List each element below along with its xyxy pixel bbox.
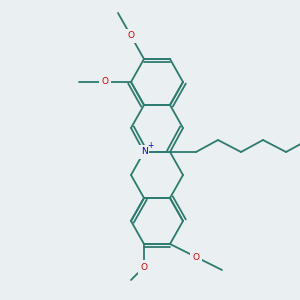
Text: O: O [140, 262, 148, 272]
Text: +: + [147, 142, 153, 151]
Text: O: O [128, 32, 134, 40]
Text: N: N [141, 148, 147, 157]
Text: O: O [193, 253, 200, 262]
Text: O: O [101, 77, 109, 86]
